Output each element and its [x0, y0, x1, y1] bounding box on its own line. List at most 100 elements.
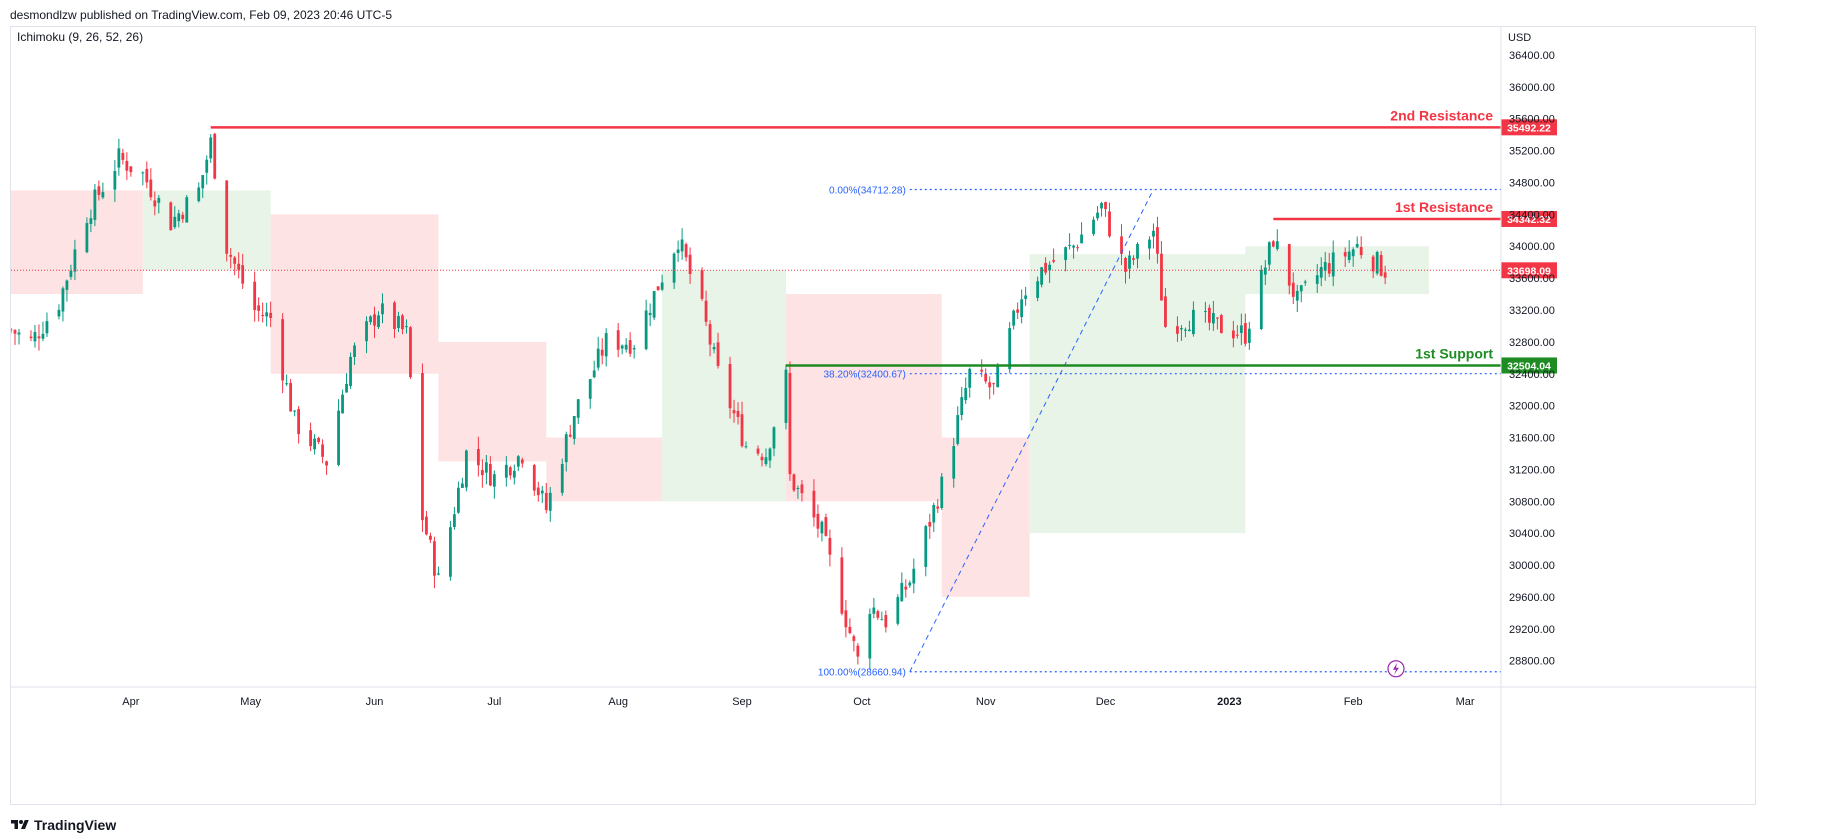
candle-body — [1156, 227, 1159, 254]
candle-body — [369, 316, 372, 323]
candle-body — [209, 137, 213, 159]
candle-body — [476, 448, 480, 466]
candle-body — [824, 517, 828, 536]
candle-body — [504, 464, 508, 478]
candle-body — [169, 202, 173, 231]
x-tick-label: Dec — [1096, 696, 1116, 708]
candle-body — [1207, 307, 1211, 323]
candle-body — [1044, 262, 1048, 273]
candle-body — [1040, 267, 1044, 285]
candle-body — [484, 462, 488, 473]
candle-body — [1351, 249, 1355, 257]
candle-body — [213, 133, 217, 179]
candle-body — [353, 345, 356, 358]
candle-body — [225, 180, 229, 254]
y-tick-label: 32000.00 — [1509, 401, 1555, 413]
candle-body — [788, 372, 792, 475]
candle-body — [69, 270, 73, 277]
ichimoku-cloud-bear — [941, 437, 1030, 597]
candle-body — [1219, 315, 1223, 334]
candle-body — [1375, 252, 1379, 274]
candle-body — [401, 315, 404, 330]
candle-body — [1120, 236, 1123, 254]
fib-level-label: 100.00%(28660.94) — [818, 668, 906, 679]
candle-body — [932, 505, 936, 523]
candle-body — [884, 615, 888, 628]
y-tick-label: 31200.00 — [1509, 464, 1555, 476]
candle-body — [1331, 252, 1335, 277]
candle-body — [201, 175, 205, 189]
candle-body — [1243, 323, 1247, 344]
candle-body — [936, 506, 940, 509]
resistance-level-label: 1st Resistance — [1395, 199, 1493, 215]
candle-body — [289, 382, 293, 412]
candle-body — [700, 270, 704, 299]
candle-body — [744, 446, 748, 448]
candle-body — [449, 527, 452, 577]
x-tick-label: Oct — [853, 696, 870, 708]
x-tick-label: Aug — [608, 696, 628, 708]
candle-body — [33, 332, 37, 342]
y-tick-label: 31600.00 — [1509, 433, 1555, 445]
candle-body — [45, 321, 49, 334]
candle-body — [764, 457, 768, 465]
candle-body — [940, 476, 944, 508]
price-chart[interactable]: 0.00%(34712.28) 38.20%(32400.67) 100.00%(2… — [11, 27, 1757, 806]
candle-body — [41, 333, 45, 339]
candle-body — [1231, 330, 1235, 339]
candle-body — [624, 344, 628, 350]
x-tick-label: May — [240, 696, 261, 708]
candle-body — [1383, 272, 1387, 278]
ichimoku-cloud-bull — [662, 270, 786, 502]
candle-body — [660, 282, 664, 290]
candle-body — [896, 597, 900, 624]
candle-body — [1347, 251, 1351, 261]
candle-body — [205, 159, 209, 173]
candle-body — [425, 516, 428, 535]
candle-body — [429, 535, 432, 540]
candle-body — [149, 179, 153, 198]
candle-body — [101, 192, 105, 198]
candle-body — [856, 645, 860, 657]
candle-body — [716, 342, 720, 366]
candle-body — [437, 573, 440, 575]
indicator-label[interactable]: Ichimoku (9, 26, 52, 26) — [17, 30, 143, 44]
candle-body — [29, 336, 33, 339]
candle-body — [1263, 267, 1267, 275]
candle-body — [1184, 329, 1187, 331]
candle-body — [1104, 201, 1107, 210]
candle-body — [61, 288, 65, 312]
candle-body — [712, 347, 716, 350]
candle-body — [1036, 281, 1040, 298]
y-tick-label: 34400.00 — [1509, 209, 1555, 221]
candle-body — [520, 459, 524, 464]
y-tick-label: 35200.00 — [1509, 146, 1555, 158]
candle-body — [261, 314, 265, 316]
candle-body — [1275, 241, 1279, 249]
x-tick-label: Feb — [1344, 696, 1363, 708]
candle-body — [992, 383, 996, 385]
candle-body — [1303, 281, 1307, 283]
candle-body — [173, 216, 177, 228]
candle-body — [984, 373, 988, 382]
candle-body — [964, 388, 968, 401]
candle-body — [544, 492, 548, 511]
tradingview-logo[interactable]: TradingView — [10, 815, 116, 835]
candle-body — [952, 446, 956, 479]
candle-body — [616, 330, 620, 350]
candle-body — [684, 244, 688, 258]
candle-body — [1020, 299, 1024, 318]
candle-body — [652, 291, 656, 318]
candle-body — [1124, 258, 1127, 272]
candle-body — [852, 636, 856, 641]
candle-body — [57, 309, 61, 317]
price-tag-text: 35492.22 — [1507, 122, 1551, 134]
candle-body — [508, 467, 512, 476]
y-tick-label: 36000.00 — [1509, 82, 1555, 94]
candle-body — [93, 189, 97, 220]
candle-body — [600, 349, 604, 356]
candle-body — [1136, 243, 1139, 259]
candle-body — [968, 368, 972, 388]
candle-body — [904, 586, 908, 590]
candle-body — [596, 348, 600, 368]
